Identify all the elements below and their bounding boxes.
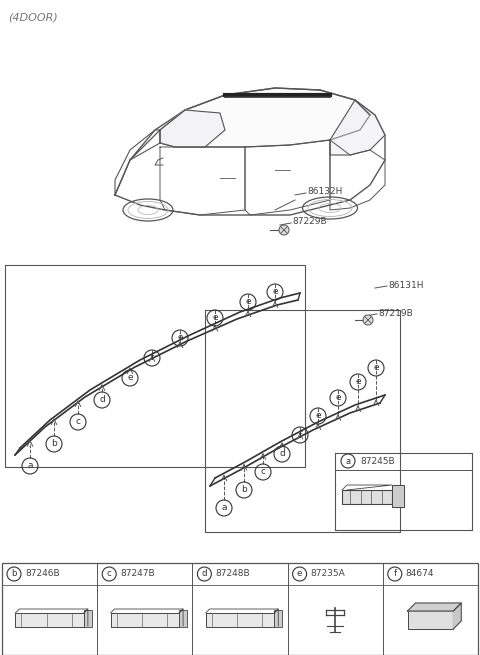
Text: (4DOOR): (4DOOR) — [8, 13, 58, 23]
Text: 86131H: 86131H — [388, 280, 423, 290]
Polygon shape — [408, 603, 461, 611]
Polygon shape — [160, 88, 370, 147]
Text: b: b — [241, 485, 247, 495]
Text: e: e — [177, 333, 183, 343]
Text: f: f — [150, 354, 154, 362]
Text: 86132H: 86132H — [307, 187, 342, 196]
Circle shape — [279, 225, 289, 235]
Text: e: e — [297, 569, 302, 578]
Text: c: c — [261, 468, 265, 476]
FancyBboxPatch shape — [274, 610, 282, 627]
Text: 87219B: 87219B — [378, 309, 413, 318]
Text: d: d — [202, 569, 207, 578]
FancyBboxPatch shape — [206, 613, 274, 627]
Text: a: a — [346, 457, 350, 466]
Text: e: e — [212, 314, 218, 322]
Text: c: c — [75, 417, 81, 426]
Text: b: b — [51, 440, 57, 449]
Polygon shape — [160, 110, 225, 147]
Text: b: b — [11, 569, 17, 578]
Text: 87245B: 87245B — [360, 457, 395, 466]
Polygon shape — [453, 603, 461, 629]
Text: 87235A: 87235A — [311, 569, 345, 578]
Text: f: f — [299, 430, 301, 440]
Circle shape — [363, 315, 373, 325]
FancyBboxPatch shape — [110, 613, 179, 627]
FancyBboxPatch shape — [408, 611, 453, 629]
Polygon shape — [330, 100, 385, 155]
Text: 87229B: 87229B — [292, 217, 326, 227]
Text: d: d — [279, 449, 285, 458]
Text: e: e — [245, 297, 251, 307]
FancyBboxPatch shape — [342, 490, 392, 504]
Text: e: e — [127, 373, 133, 383]
FancyBboxPatch shape — [179, 610, 187, 627]
Text: e: e — [335, 394, 341, 403]
Text: d: d — [99, 396, 105, 405]
Text: 87246B: 87246B — [25, 569, 60, 578]
FancyBboxPatch shape — [15, 613, 84, 627]
Text: e: e — [373, 364, 379, 373]
Text: 87248B: 87248B — [216, 569, 250, 578]
Text: a: a — [221, 504, 227, 512]
Text: 87247B: 87247B — [120, 569, 155, 578]
Text: e: e — [355, 377, 361, 386]
Text: a: a — [27, 462, 33, 470]
Text: c: c — [107, 569, 111, 578]
Text: e: e — [315, 411, 321, 421]
Text: f: f — [393, 569, 396, 578]
Text: e: e — [272, 288, 278, 297]
Text: 84674: 84674 — [406, 569, 434, 578]
FancyBboxPatch shape — [392, 485, 404, 507]
FancyBboxPatch shape — [2, 563, 478, 655]
FancyBboxPatch shape — [84, 610, 92, 627]
